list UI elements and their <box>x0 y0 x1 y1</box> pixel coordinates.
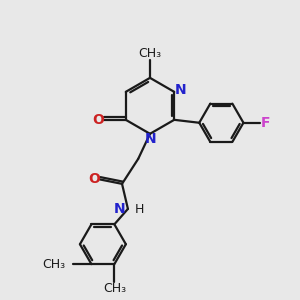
Text: N: N <box>175 83 187 98</box>
Text: O: O <box>92 113 104 127</box>
Text: H: H <box>134 203 144 216</box>
Text: F: F <box>261 116 270 130</box>
Text: N: N <box>145 132 156 146</box>
Text: CH₃: CH₃ <box>43 258 66 271</box>
Text: CH₃: CH₃ <box>138 47 162 60</box>
Text: O: O <box>88 172 100 186</box>
Text: N: N <box>114 202 126 217</box>
Text: CH₃: CH₃ <box>103 282 126 295</box>
